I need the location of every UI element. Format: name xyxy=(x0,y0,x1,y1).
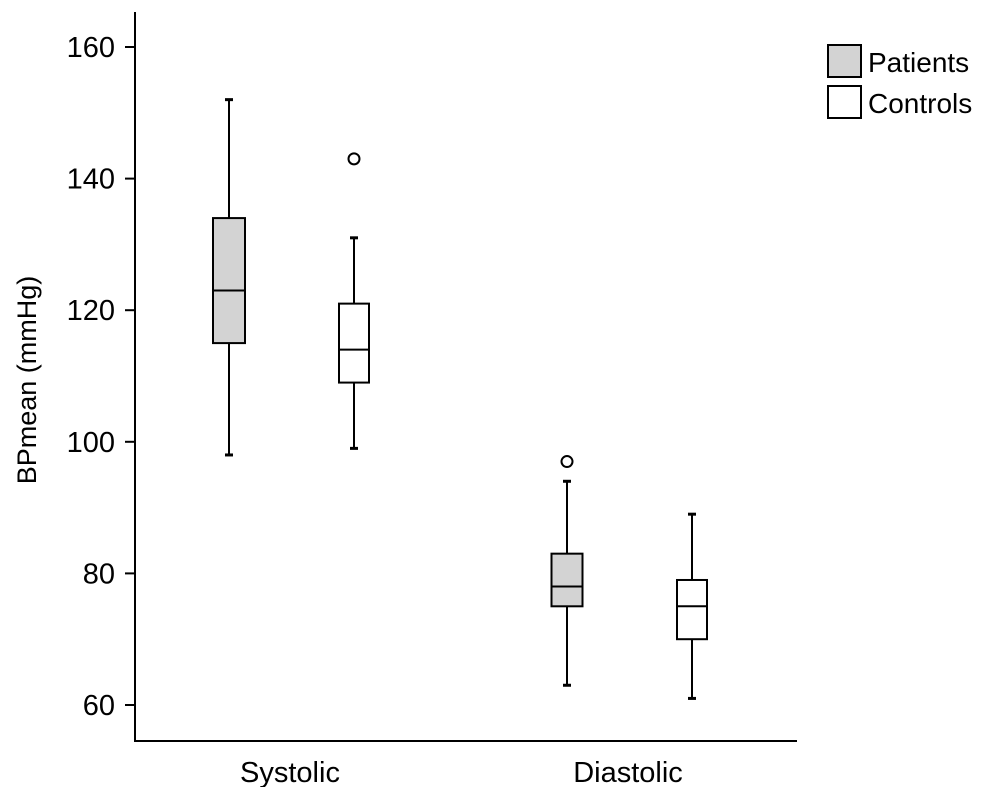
box-controls-diastolic xyxy=(676,512,708,700)
y-axis-label: BPmean (mmHg) xyxy=(12,276,42,485)
outlier-point xyxy=(347,152,361,166)
iqr-box xyxy=(338,302,370,384)
legend-label-patients: Patients xyxy=(868,47,969,78)
legend-swatch-controls xyxy=(827,85,862,119)
box-patients-diastolic xyxy=(550,455,584,687)
y-tick-label: 80 xyxy=(83,558,115,590)
iqr-box xyxy=(676,578,708,641)
x-category-label: Diastolic xyxy=(573,757,683,787)
iqr-box xyxy=(550,552,584,608)
y-tick-label: 160 xyxy=(67,32,115,64)
y-tick-label: 60 xyxy=(83,690,115,722)
legend: Patients Controls xyxy=(827,44,972,119)
iqr-box xyxy=(212,217,246,345)
axes: 60 80 100 120 140 160 Systolic Diastolic xyxy=(67,12,797,787)
y-tick-label: 120 xyxy=(67,295,115,327)
box-patients-systolic xyxy=(212,98,246,457)
y-tick-label: 100 xyxy=(67,427,115,459)
legend-label-controls: Controls xyxy=(868,88,972,119)
box-controls-systolic xyxy=(338,152,370,450)
x-category-label: Systolic xyxy=(240,757,340,787)
legend-swatch-patients xyxy=(827,44,862,78)
y-tick-label: 140 xyxy=(67,164,115,196)
outlier-point xyxy=(560,455,574,469)
box-series xyxy=(212,98,708,700)
